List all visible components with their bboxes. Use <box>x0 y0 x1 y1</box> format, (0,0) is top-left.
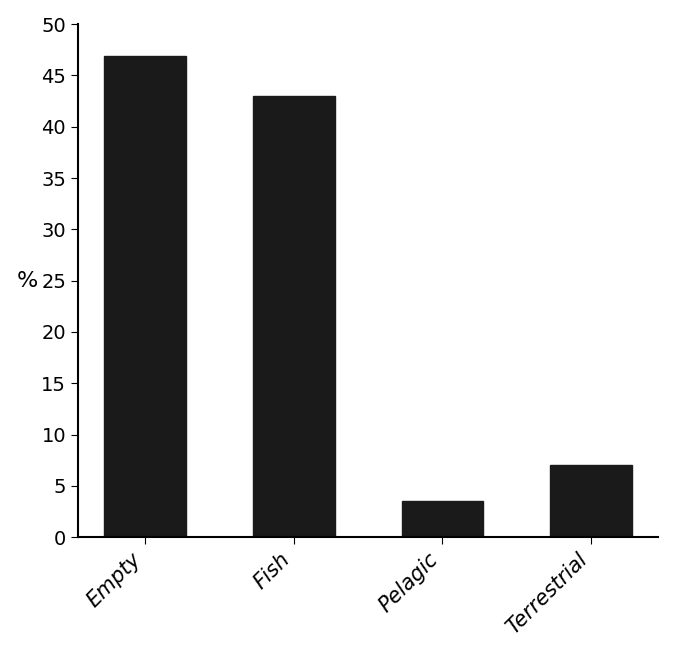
Bar <box>402 501 483 537</box>
Bar <box>550 466 632 537</box>
Y-axis label: %: % <box>17 271 38 290</box>
Bar <box>104 56 186 537</box>
Bar <box>253 96 335 537</box>
